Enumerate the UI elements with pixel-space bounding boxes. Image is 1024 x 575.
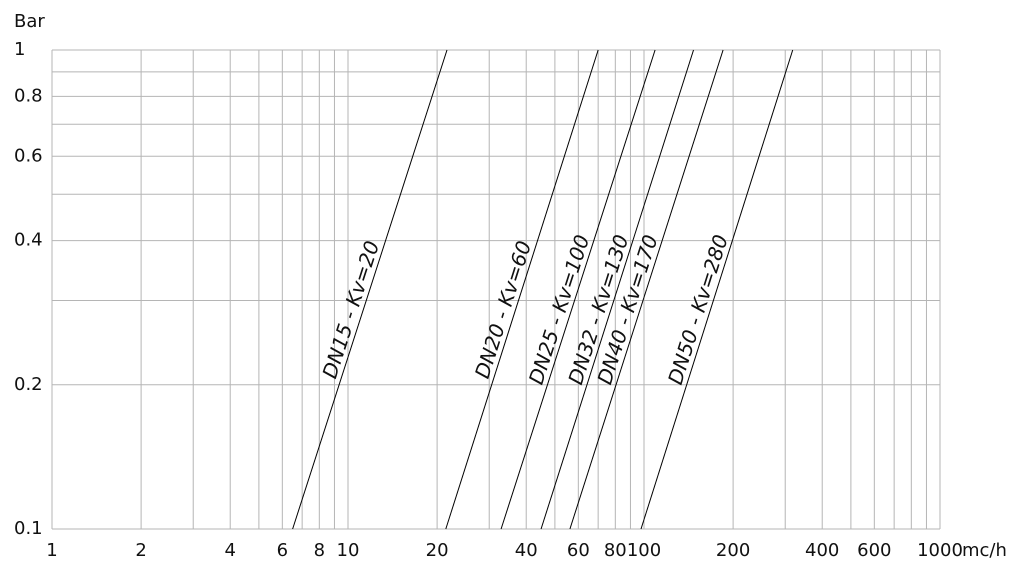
x-tick-label: 20 — [426, 540, 449, 561]
x-tick-label: 60 — [567, 540, 590, 561]
x-tick-label: 1 — [46, 540, 57, 561]
y-tick-label: 0.4 — [14, 230, 43, 251]
y-tick-label: 0.6 — [14, 145, 43, 166]
series-line — [569, 49, 724, 530]
y-tick-label: 0.1 — [14, 518, 43, 539]
x-tick-label: 8 — [314, 540, 325, 561]
y-tick-label: 0.8 — [14, 85, 43, 106]
x-tick-label: 200 — [716, 540, 750, 561]
series-line — [500, 49, 656, 530]
series-line — [292, 49, 448, 530]
x-tick-label: 1000 — [917, 540, 963, 561]
x-tick-label: 40 — [515, 540, 538, 561]
series-line — [640, 49, 794, 530]
x-tick-label: 2 — [135, 540, 146, 561]
series-label: DN15 - Kv=20 — [317, 238, 384, 381]
y-axis-label: Bar — [14, 11, 45, 32]
x-tick-label: 80 — [604, 540, 627, 561]
x-tick-label: 600 — [857, 540, 891, 561]
series-line — [445, 49, 599, 530]
series-label: DN50 - Kv=280 — [663, 232, 733, 388]
x-tick-label: 400 — [805, 540, 839, 561]
y-tick-label: 1 — [14, 39, 25, 60]
x-tick-label: 6 — [277, 540, 288, 561]
x-tick-label: 4 — [224, 540, 235, 561]
series-line — [540, 49, 695, 530]
y-tick-label: 0.2 — [14, 374, 43, 395]
x-tick-label: 100 — [627, 540, 661, 561]
x-tick-label: 10 — [337, 540, 360, 561]
x-axis-label: mc/h — [962, 540, 1007, 561]
